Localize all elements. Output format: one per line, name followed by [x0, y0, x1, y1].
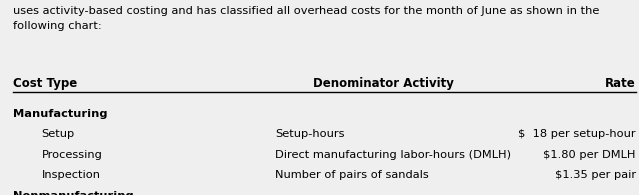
Text: Nonmanufacturing: Nonmanufacturing [13, 191, 134, 195]
Text: uses activity-based costing and has classified all overhead costs for the month : uses activity-based costing and has clas… [13, 6, 599, 31]
Text: Processing: Processing [42, 150, 102, 160]
Text: $  18 per setup-hour: $ 18 per setup-hour [518, 129, 636, 139]
Text: Inspection: Inspection [42, 170, 100, 180]
Text: Direct manufacturing labor-hours (DMLH): Direct manufacturing labor-hours (DMLH) [275, 150, 511, 160]
Text: Number of pairs of sandals: Number of pairs of sandals [275, 170, 429, 180]
Text: Cost Type: Cost Type [13, 77, 77, 90]
Text: Setup-hours: Setup-hours [275, 129, 344, 139]
Text: Setup: Setup [42, 129, 75, 139]
Text: Rate: Rate [605, 77, 636, 90]
Text: Manufacturing: Manufacturing [13, 109, 107, 119]
Text: $1.35 per pair: $1.35 per pair [555, 170, 636, 180]
Text: Denominator Activity: Denominator Activity [313, 77, 454, 90]
Text: $1.80 per DMLH: $1.80 per DMLH [543, 150, 636, 160]
